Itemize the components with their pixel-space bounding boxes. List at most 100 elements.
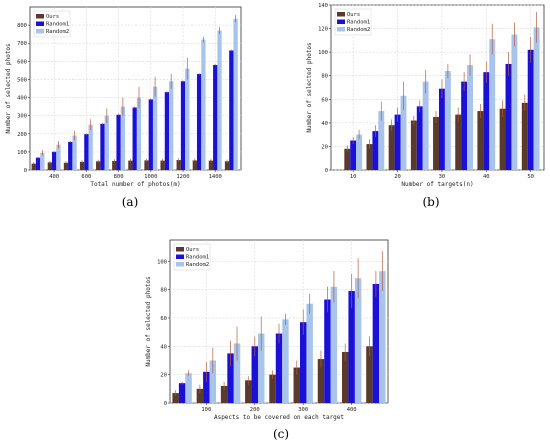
bar-random2-c (379, 271, 386, 403)
bar-random2-a (104, 115, 109, 170)
bar-random2-a (233, 18, 238, 171)
legend-swatch-random2-c (176, 262, 184, 267)
caption-b: (b) (422, 195, 439, 209)
legend-swatch-ours-c (176, 247, 184, 252)
bar-random1-a (213, 64, 218, 170)
bar-ours-a (79, 161, 85, 170)
legend-swatch-ours-a (36, 14, 44, 19)
bar-ours-a (47, 162, 53, 170)
bar-random2-b (489, 39, 496, 170)
bar-ours-b (410, 120, 417, 170)
y-tick-label-a: 0 (24, 168, 27, 174)
x-tick-label-b: 20 (394, 174, 401, 180)
chart-panel-b: 0 20 40 60 80 100 120 140 10 20 30 40 50 Ours Random1R… (306, 3, 545, 188)
bar-random2-b (511, 34, 518, 170)
bar-random2-c (282, 319, 289, 403)
bar-random2-a (88, 124, 93, 170)
x-tick-label-a: 1400 (209, 174, 222, 180)
y-tick-label-a: 700 (17, 41, 27, 47)
bar-ours-c (317, 359, 325, 403)
bar-random1-b (372, 131, 379, 170)
x-tick-label-b: 40 (483, 174, 490, 180)
legend-label-ours-b: Ours (347, 12, 360, 18)
bar-random2-c (354, 278, 362, 403)
bar-ours-a (160, 160, 165, 170)
bar-ours-b (388, 125, 395, 170)
x-tick-label-b: 50 (527, 174, 534, 180)
bar-ours-a (96, 161, 101, 170)
bar-random1-c (324, 299, 331, 403)
y-tick-label-c: 60 (160, 316, 167, 322)
bar-random1-a (100, 123, 105, 170)
legend-swatch-random2-b (337, 27, 345, 32)
bar-ours-a (128, 160, 133, 170)
bar-ours-c (172, 393, 179, 403)
bar-random1-a (196, 74, 202, 170)
y-tick-label-b: 40 (321, 121, 328, 127)
y-tick-label-c: 100 (157, 259, 167, 265)
chart-panel-c: 0 20 40 60 80 100 100 200 300 400 Ours Random1Rando… (145, 239, 389, 421)
bar-random2-b (467, 65, 473, 170)
x-axis-label-a: Total number of photos(m) (90, 181, 180, 188)
bar-random1-b (394, 114, 401, 170)
y-tick-label-b: 20 (321, 144, 328, 150)
bar-random1-b (438, 88, 445, 170)
y-tick-label-b: 80 (321, 74, 328, 80)
bar-random2-b (444, 71, 451, 170)
bar-ours-b (477, 111, 484, 170)
chart-panel-a: 0 100 200 300 400 500 600 700 800 400 600 800 1000 12… (5, 6, 242, 188)
bar-ours-c (269, 374, 276, 403)
x-tick-label-a: 1200 (176, 174, 189, 180)
bar-ours-a (224, 161, 230, 170)
bar-ours-a (31, 163, 36, 170)
bar-random1-c (178, 383, 186, 403)
bar-ours-c (245, 380, 252, 403)
bar-random1-a (35, 157, 41, 170)
bar-random1-c (251, 346, 259, 403)
bar-ours-b (433, 116, 439, 170)
bar-ours-a (176, 160, 181, 170)
x-tick-label-c: 100 (201, 407, 211, 413)
bar-random2-a (169, 81, 174, 170)
bar-random1-a (84, 134, 89, 170)
bar-random2-b (400, 95, 407, 170)
bar-random2-a (152, 86, 158, 170)
bar-ours-b (366, 144, 373, 170)
legend-swatch-random1-a (36, 21, 44, 26)
x-axis-label-c: Aspects to be covered on each target (214, 414, 344, 421)
bar-random2-b (378, 111, 385, 170)
bar-random1-a (180, 81, 186, 170)
bar-ours-b (499, 108, 506, 170)
x-tick-label-a: 400 (49, 174, 59, 180)
y-tick-label-b: 140 (318, 3, 328, 9)
bar-random1-b (350, 140, 357, 170)
x-tick-label-c: 300 (298, 407, 308, 413)
bar-random2-c (330, 286, 338, 403)
bar-random1-a (132, 107, 137, 170)
bar-random1-a (68, 141, 73, 170)
y-axis-label-c: Number of selected photos (145, 276, 152, 367)
bar-random2-b (533, 27, 540, 171)
bar-random2-a (40, 152, 45, 170)
y-tick-label-b: 60 (321, 97, 328, 103)
y-tick-label-b: 0 (325, 168, 328, 174)
y-tick-label-a: 800 (17, 23, 27, 29)
bar-random1-c (203, 371, 210, 403)
bar-random2-a (72, 135, 77, 170)
bar-ours-a (112, 160, 117, 170)
caption-a: (a) (122, 195, 139, 209)
x-tick-label-c: 400 (347, 407, 357, 413)
bar-ours-b (344, 148, 351, 170)
bar-random2-c (233, 343, 241, 403)
y-tick-label-a: 200 (17, 132, 27, 138)
y-tick-label-b: 120 (318, 27, 328, 33)
x-tick-label-b: 30 (439, 174, 446, 180)
y-axis-label-a: Number of selected photos (5, 43, 12, 134)
bar-random1-b (527, 49, 534, 170)
bar-ours-a (144, 160, 149, 170)
bar-random2-a (120, 106, 126, 170)
bar-random2-c (306, 303, 313, 403)
bar-random1-a (116, 114, 121, 170)
x-axis-label-b: Number of targets(n) (401, 181, 473, 188)
